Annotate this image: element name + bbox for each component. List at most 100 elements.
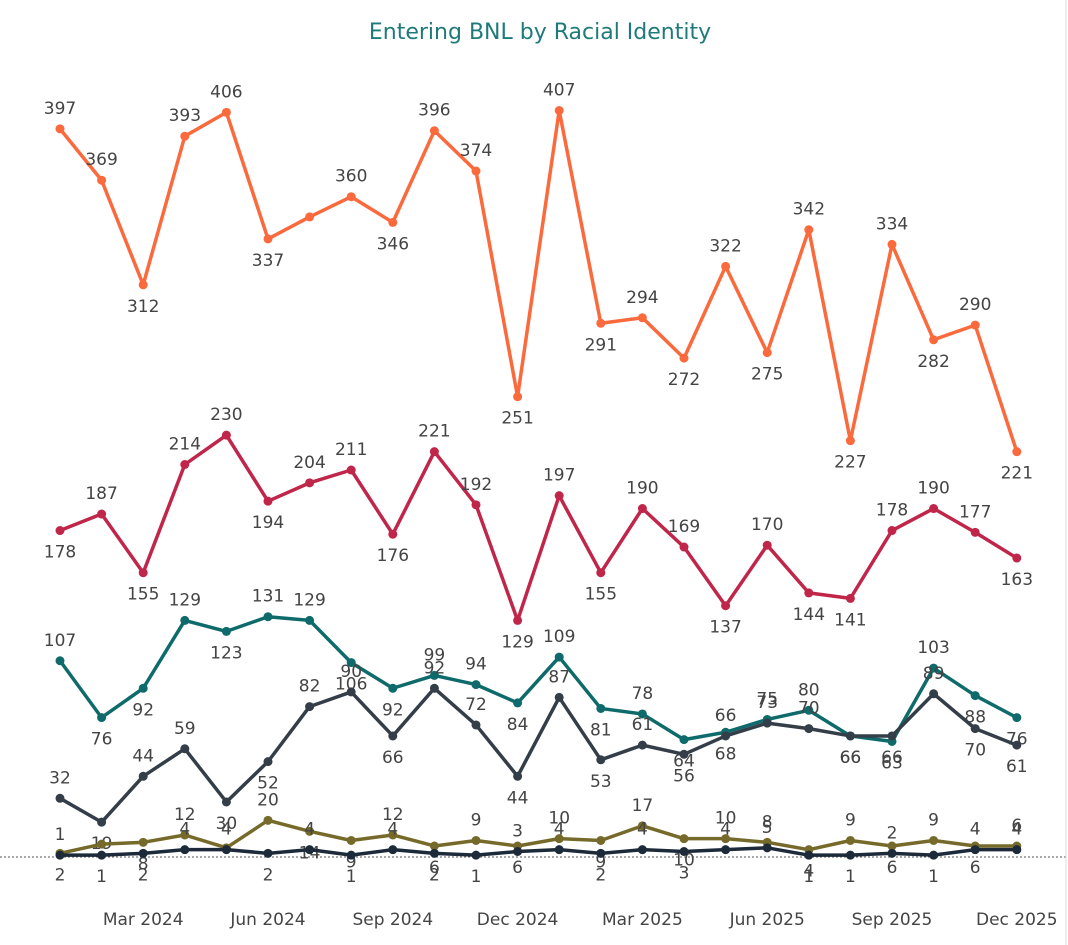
- x-tick-label: Sep 2024: [352, 910, 433, 930]
- data-label: 4: [221, 820, 232, 840]
- data-label: 129: [293, 590, 325, 610]
- series-line: [59, 686, 1018, 824]
- point: [679, 834, 689, 844]
- point: [554, 845, 564, 855]
- data-label: 10: [673, 851, 695, 871]
- point: [596, 835, 606, 845]
- data-label: 211: [335, 440, 367, 460]
- point: [637, 740, 647, 750]
- point: [180, 460, 190, 470]
- data-label: 192: [460, 475, 492, 495]
- series-line: [59, 818, 1017, 856]
- data-label: 155: [585, 585, 617, 605]
- point: [97, 850, 107, 860]
- point: [263, 848, 273, 858]
- point: [929, 335, 939, 345]
- point: [762, 348, 772, 358]
- point: [263, 612, 273, 622]
- point: [471, 500, 481, 510]
- data-label: 84: [507, 715, 529, 735]
- point: [804, 705, 814, 715]
- point: [929, 850, 939, 860]
- data-label: 190: [917, 479, 949, 499]
- point: [845, 835, 855, 845]
- data-label: 272: [668, 370, 700, 390]
- data-label: 103: [917, 638, 949, 658]
- point: [388, 217, 398, 227]
- point: [346, 658, 356, 668]
- data-label: 176: [377, 546, 409, 566]
- data-label: 4: [970, 820, 981, 840]
- data-label: 107: [44, 631, 76, 651]
- data-label: 9: [845, 810, 856, 830]
- point: [887, 526, 897, 536]
- data-label: 17: [632, 796, 654, 816]
- point: [596, 755, 606, 765]
- data-label: 194: [252, 513, 284, 533]
- point: [346, 835, 356, 845]
- data-label: 1: [845, 867, 856, 887]
- series-line: [60, 846, 1017, 857]
- point: [55, 793, 65, 803]
- point: [637, 313, 647, 323]
- data-label: 75: [756, 689, 778, 709]
- data-label: 374: [460, 141, 492, 161]
- data-label: 80: [798, 680, 820, 700]
- point: [596, 318, 606, 328]
- point: [305, 478, 315, 488]
- point: [221, 107, 231, 117]
- data-label: 4: [387, 820, 398, 840]
- point: [845, 731, 855, 741]
- point: [970, 320, 980, 330]
- point: [596, 848, 606, 858]
- data-label: 178: [44, 543, 76, 563]
- data-label: 106: [335, 675, 367, 695]
- point: [55, 656, 65, 666]
- point: [721, 601, 731, 611]
- point: [762, 843, 772, 853]
- data-label: 72: [465, 695, 487, 715]
- data-label: 56: [673, 766, 695, 786]
- data-label: 190: [626, 479, 658, 499]
- data-label: 396: [418, 101, 450, 121]
- point: [679, 735, 689, 745]
- data-label: 369: [85, 150, 117, 170]
- data-label: 322: [709, 236, 741, 256]
- data-label: 204: [293, 453, 325, 473]
- point: [55, 850, 65, 860]
- data-label: 73: [756, 693, 778, 713]
- data-label: 4: [637, 820, 648, 840]
- point: [554, 652, 564, 662]
- point: [305, 845, 315, 855]
- point: [1012, 713, 1022, 723]
- data-label: 294: [626, 288, 658, 308]
- data-label: 99: [424, 645, 446, 665]
- data-label: 70: [964, 741, 986, 761]
- data-label: 163: [1001, 570, 1033, 590]
- x-tick-label: Mar 2025: [602, 910, 683, 930]
- data-label: 4: [803, 862, 814, 882]
- data-label: 1: [928, 867, 939, 887]
- data-label: 5: [762, 818, 773, 838]
- data-label: 9: [346, 852, 357, 872]
- data-label: 214: [169, 435, 201, 455]
- data-label: 81: [590, 720, 612, 740]
- data-label: 3: [512, 821, 523, 841]
- point: [970, 691, 980, 701]
- point: [388, 529, 398, 539]
- data-label: 9: [928, 810, 939, 830]
- data-label: 227: [834, 453, 866, 473]
- data-label: 12: [174, 805, 196, 825]
- data-label: 1: [471, 867, 482, 887]
- data-label: 10: [548, 809, 570, 829]
- series-line: [59, 433, 1018, 623]
- point: [1012, 845, 1022, 855]
- point: [887, 239, 897, 249]
- point: [804, 850, 814, 860]
- data-label: 6: [887, 858, 898, 878]
- point: [55, 526, 65, 536]
- point: [845, 436, 855, 446]
- point: [180, 615, 190, 625]
- point: [804, 588, 814, 598]
- data-label: 87: [548, 667, 570, 687]
